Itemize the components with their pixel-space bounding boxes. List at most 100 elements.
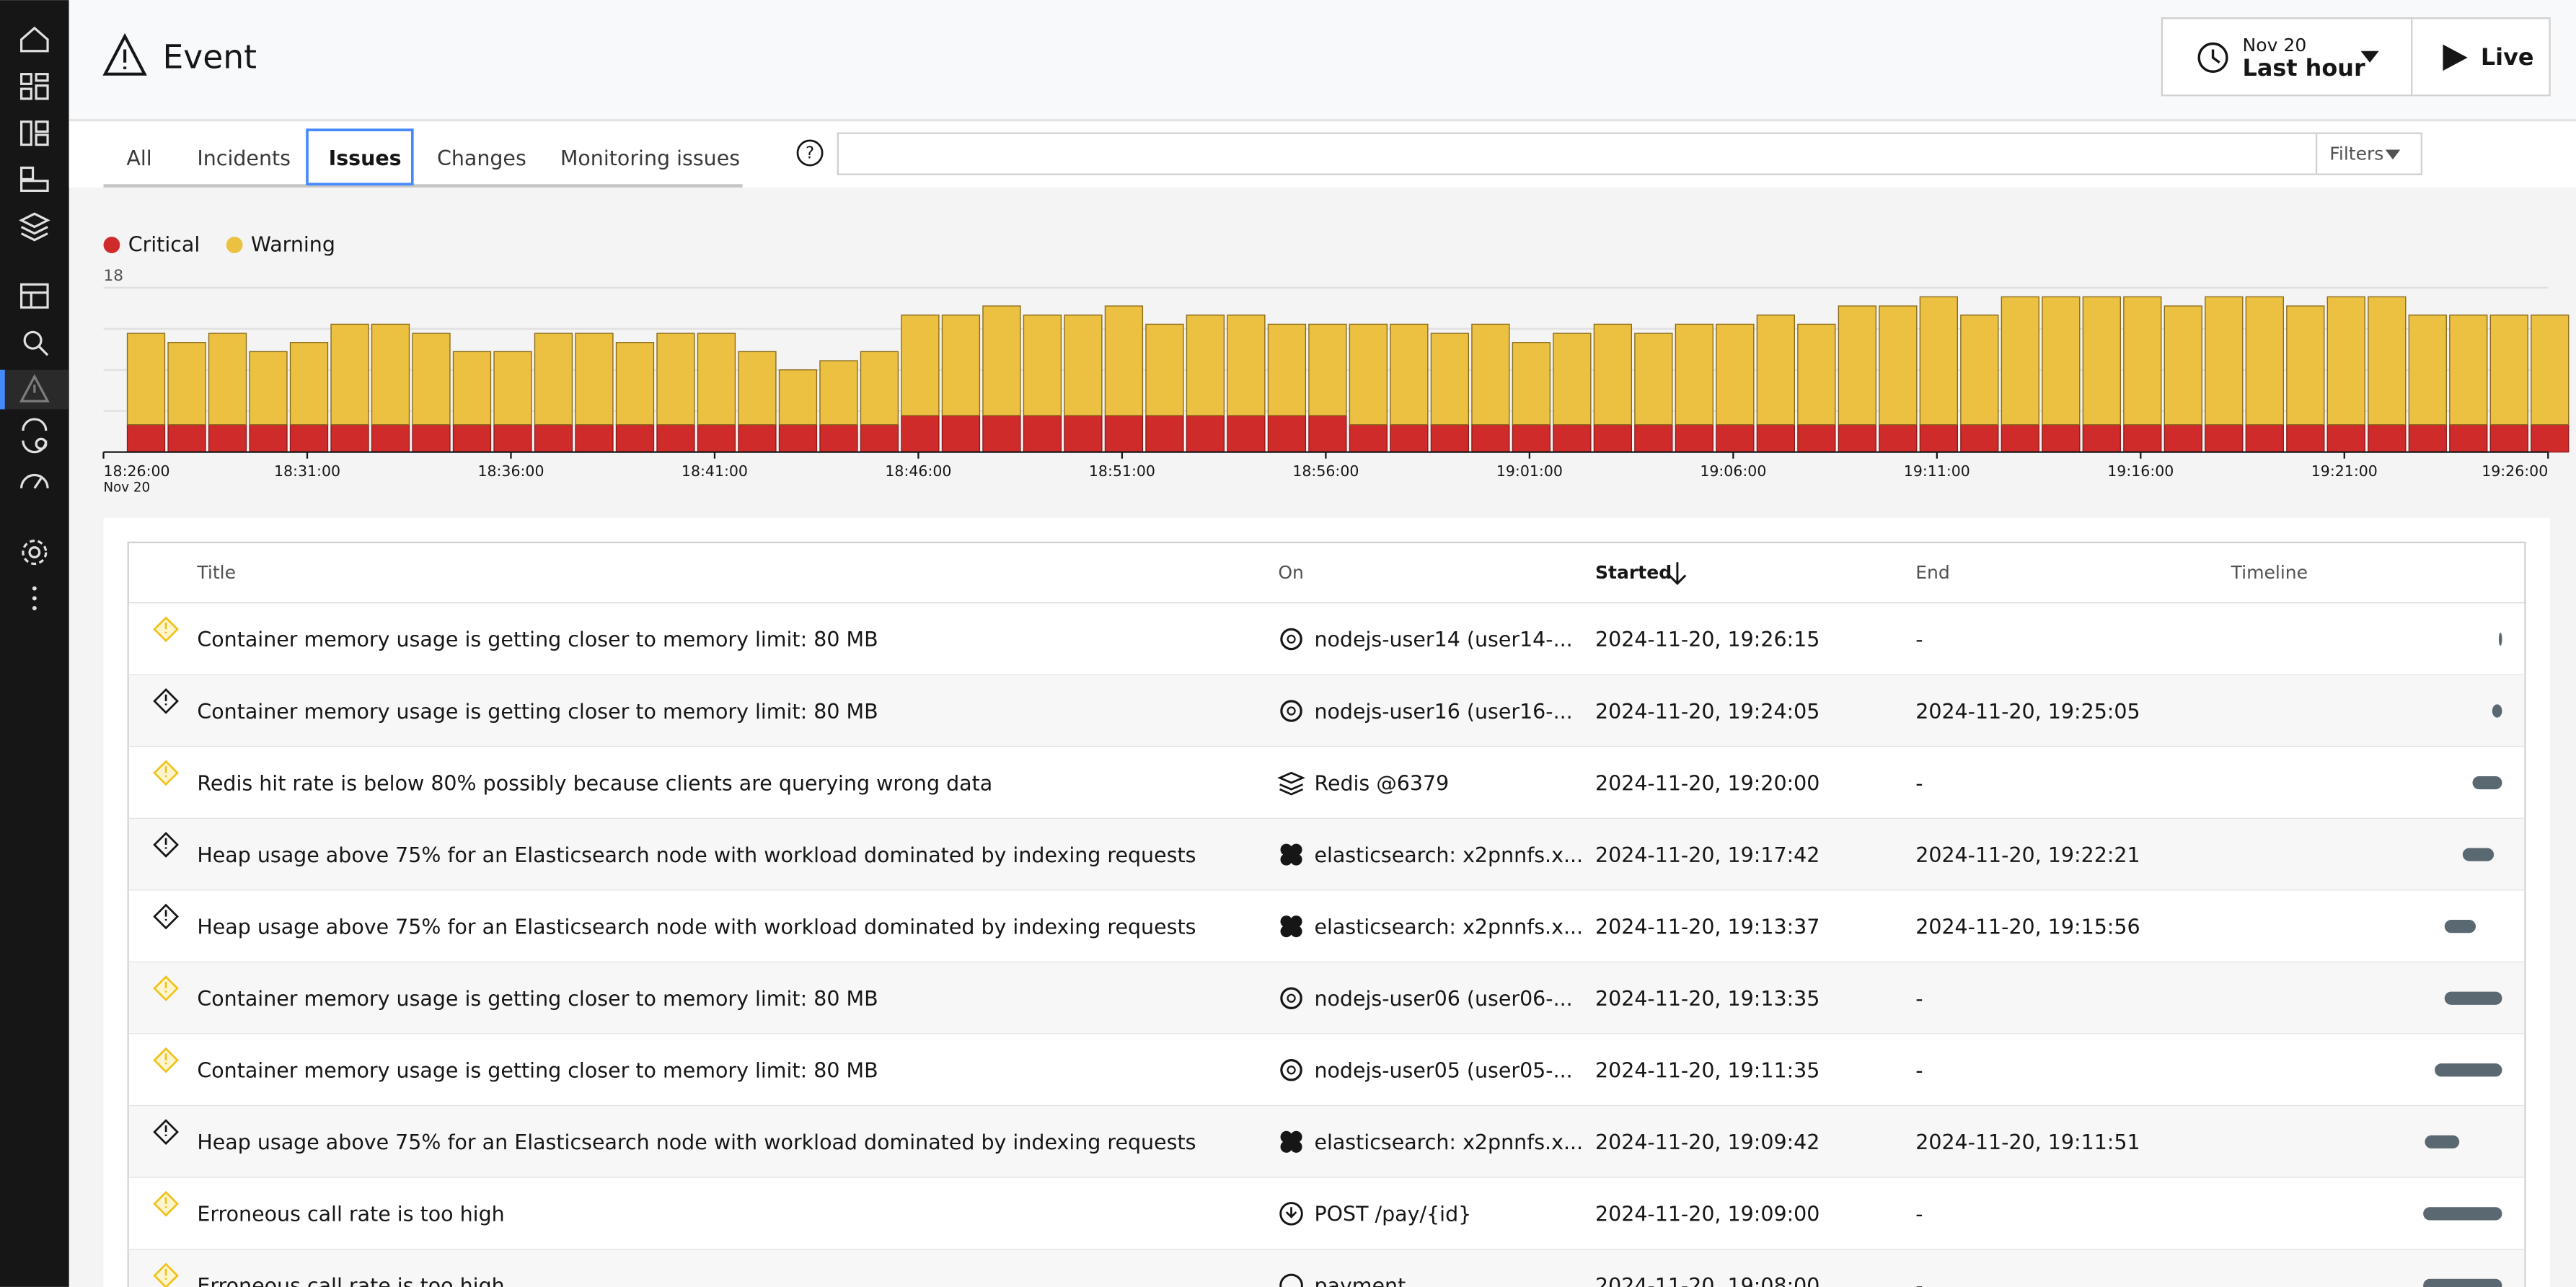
bar-segment	[575, 333, 614, 426]
filters-button[interactable]: Filters	[2329, 143, 2383, 164]
table-row[interactable]	[128, 1106, 2525, 1178]
timeline-bar	[2423, 1278, 2502, 1287]
bar-segment	[1186, 315, 1225, 416]
help-icon[interactable]	[796, 139, 824, 167]
bar-segment	[778, 423, 818, 453]
column-header[interactable]: End	[1915, 562, 1950, 583]
search-box[interactable]	[837, 132, 2423, 175]
sidebar-selected	[0, 369, 5, 410]
x-tick-label: 19:11:00	[1904, 462, 1970, 480]
x-tick-label: 19:26:00	[2482, 462, 2548, 480]
entity-icon	[1280, 1059, 1302, 1081]
legend-swatch	[103, 237, 120, 253]
table-cell: nodejs-user14 (user14-...	[1314, 628, 1572, 651]
table-cell: nodejs-user06 (user06-...	[1314, 987, 1572, 1011]
table-row[interactable]	[128, 818, 2525, 891]
table-cell: Container memory usage is getting closer…	[197, 1059, 878, 1083]
column-header[interactable]: On	[1278, 562, 1304, 583]
table-row[interactable]	[128, 603, 2525, 675]
bar-segment	[778, 369, 818, 426]
entity-icon	[1285, 1136, 1297, 1148]
bar-segment	[2489, 315, 2528, 426]
tab[interactable]: Issues	[329, 146, 402, 170]
bar-segment	[1838, 423, 1877, 453]
table-row[interactable]	[128, 675, 2525, 747]
bar-segment	[615, 342, 655, 426]
bar-segment	[2245, 423, 2284, 453]
bar-segment	[2286, 305, 2325, 426]
tab[interactable]: All	[126, 146, 151, 170]
bar-segment	[1797, 323, 1836, 426]
table-cell: 2024-11-20, 19:15:56	[1915, 915, 2140, 939]
table-row[interactable]	[128, 747, 2525, 819]
table-cell: -	[1915, 987, 1923, 1011]
timeline-bar	[2462, 848, 2495, 861]
bar-segment	[697, 333, 736, 426]
help-glyph: ?	[806, 144, 814, 163]
table-cell: -	[1915, 771, 1923, 795]
legend-label: Critical	[128, 233, 200, 257]
more-icon[interactable]	[32, 586, 37, 610]
live-button[interactable]: Live	[2481, 43, 2534, 71]
tab[interactable]: Changes	[437, 146, 526, 170]
bar-segment	[412, 423, 451, 453]
column-header[interactable]: Timeline	[2231, 562, 2308, 583]
bar-segment	[1919, 423, 1958, 453]
bar-segment	[697, 423, 736, 453]
table-row[interactable]	[128, 1034, 2525, 1107]
nav-icon[interactable]	[20, 166, 35, 181]
table-cell: 2024-11-20, 19:17:42	[1595, 843, 1819, 867]
bar-segment	[2163, 305, 2202, 426]
bar-segment	[2205, 423, 2244, 453]
severity-icon	[153, 832, 179, 858]
bar-segment	[2042, 423, 2081, 453]
bar-segment	[2326, 296, 2365, 426]
table-cell: -	[1915, 1274, 1923, 1287]
bar-segment	[493, 351, 532, 426]
bar-segment	[615, 423, 655, 453]
home-icon[interactable]	[20, 26, 49, 53]
bar-segment	[1349, 423, 1388, 453]
column-header[interactable]: Started	[1595, 562, 1672, 583]
bar-segment	[2531, 423, 2570, 453]
bar-segment	[2001, 296, 2039, 426]
bar-segment	[2205, 296, 2244, 426]
bar-segment	[2449, 315, 2488, 426]
bar-segment	[249, 351, 288, 426]
bar-segment	[1308, 323, 1347, 416]
nav-icon[interactable]	[20, 283, 49, 309]
table-row[interactable]	[128, 890, 2525, 962]
entity-icon	[1280, 987, 1302, 1009]
play-icon[interactable]	[2443, 44, 2468, 71]
table-cell: payment	[1314, 1274, 1406, 1287]
table-cell: Heap usage above 75% for an Elasticsearc…	[197, 1130, 1196, 1154]
bar-segment	[860, 423, 899, 453]
tab[interactable]: Monitoring issues	[560, 146, 740, 170]
table-cell: nodejs-user05 (user05-...	[1314, 1059, 1572, 1083]
settings-icon[interactable]	[28, 546, 41, 558]
table-cell: Container memory usage is getting closer…	[197, 987, 878, 1011]
table-cell: elasticsearch: x2pnnfs.x...	[1314, 915, 1583, 939]
tab[interactable]: Incidents	[197, 146, 291, 170]
nav-icon[interactable]	[20, 120, 32, 146]
bar-segment	[2368, 296, 2407, 426]
table-row[interactable]	[128, 1249, 2525, 1287]
table-row[interactable]	[128, 1177, 2525, 1250]
sidebar	[0, 0, 69, 1287]
nav-icon[interactable]	[20, 73, 32, 85]
clock-icon	[2197, 42, 2228, 73]
bar-segment	[2245, 296, 2284, 426]
bar-segment	[1797, 423, 1836, 453]
nav-icon[interactable]	[20, 473, 49, 489]
bar-segment	[2163, 423, 2202, 453]
bar-segment	[1756, 315, 1796, 426]
bar-segment	[1023, 415, 1062, 453]
bar-segment	[2489, 423, 2528, 453]
filters-caret[interactable]	[2385, 149, 2401, 160]
table-cell: 2024-11-20, 19:24:05	[1595, 700, 1819, 724]
table-row[interactable]	[128, 962, 2525, 1035]
column-header[interactable]: Title	[196, 562, 236, 583]
nav-icon[interactable]	[19, 212, 50, 242]
nav-icon[interactable]	[23, 330, 43, 350]
dropdown-caret[interactable]	[2360, 50, 2379, 63]
